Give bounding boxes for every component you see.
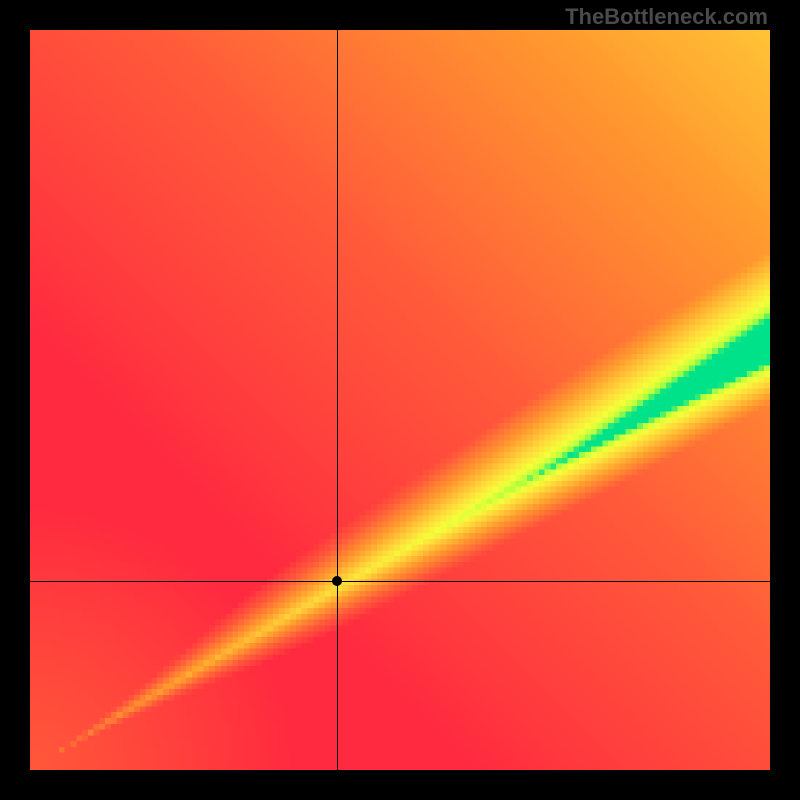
watermark-text: TheBottleneck.com bbox=[565, 4, 768, 30]
crosshair-horizontal bbox=[30, 581, 770, 582]
bottleneck-heatmap bbox=[30, 30, 770, 770]
crosshair-vertical bbox=[337, 30, 338, 770]
